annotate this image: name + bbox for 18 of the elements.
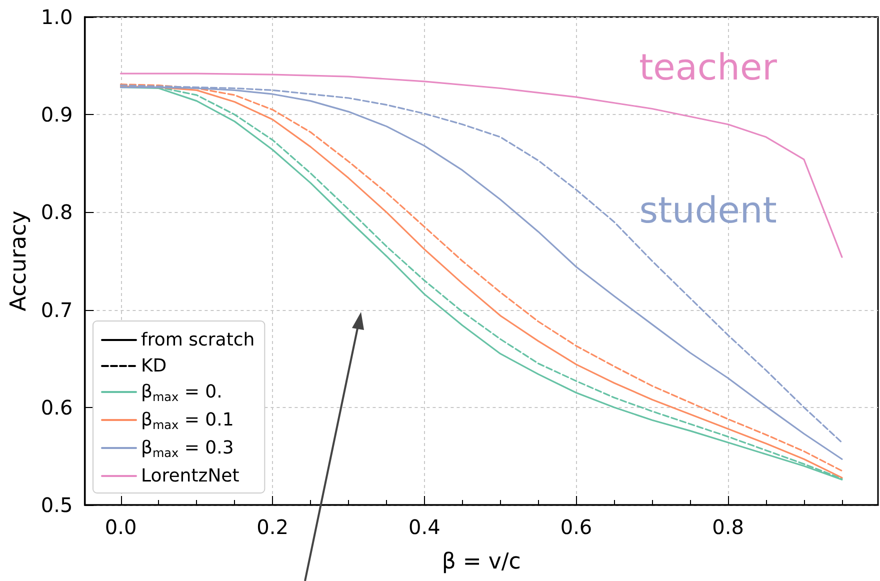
- y-tick-label: 0.5: [40, 493, 73, 517]
- x-tick-label: 0.0: [104, 515, 137, 539]
- x-tick-label: 0.8: [712, 515, 744, 539]
- y-tick-label: 1.0: [40, 5, 73, 29]
- y-tick-label: 0.6: [40, 395, 73, 420]
- y-axis-title: Accuracy: [6, 210, 32, 312]
- x-tick-label: 0.6: [560, 515, 592, 539]
- legend-label: LorentzNet: [141, 466, 240, 486]
- x-tick-label: 0.4: [408, 515, 440, 539]
- y-tick-label: 0.9: [40, 102, 73, 127]
- x-axis-title: β = v/c: [442, 550, 521, 574]
- legend-label: KD: [141, 356, 167, 376]
- x-tick-label: 0.2: [256, 515, 288, 539]
- annotation: teacher: [639, 48, 778, 88]
- legend-label: from scratch: [141, 330, 255, 350]
- y-tick-label: 0.7: [40, 298, 73, 322]
- y-tick-label: 0.8: [40, 200, 73, 224]
- annotation: student: [639, 190, 777, 232]
